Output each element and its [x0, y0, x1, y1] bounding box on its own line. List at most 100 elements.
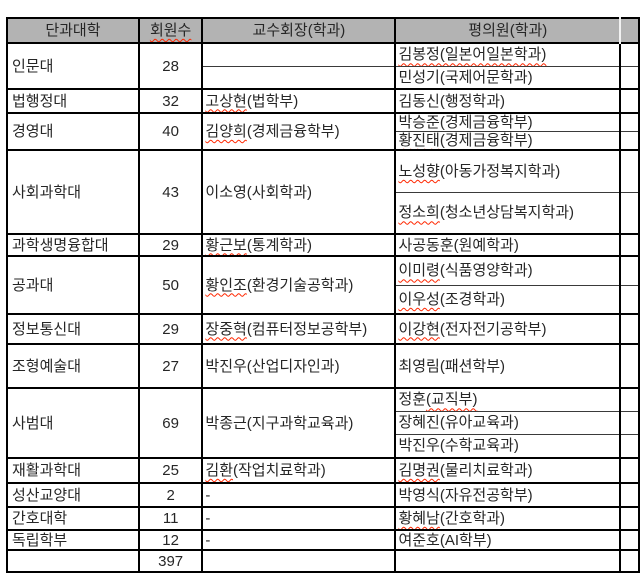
chair-cell: 박종근(지구과학교육과): [201, 388, 396, 458]
column-header-3: 교수회장(학과): [201, 18, 396, 43]
council-member-cell: 황혜남(간호학과): [394, 507, 621, 530]
council-member-cell: 박영식(자유전공학부): [394, 483, 621, 507]
text-segment: (간호학과): [439, 510, 506, 527]
members-count-cell: 43: [137, 150, 203, 234]
college-cell: 재활과학대: [6, 458, 139, 483]
members-count-cell: 29: [137, 314, 203, 344]
council-member-cell: 황진태(경제금융학부): [394, 131, 621, 150]
council-member-cell: 노성향(아동가정복지학과): [394, 150, 621, 192]
misspelling-underline: 김환: [205, 462, 234, 479]
members-count-cell: 29: [137, 234, 203, 256]
council-member-cell: 이우성(조경학과): [394, 285, 621, 314]
council-member-cell: 장혜진(유아교육과): [394, 411, 621, 434]
misspelling-underline: 노성향: [398, 162, 440, 180]
misspelling-underline: 회원수: [149, 22, 192, 39]
council-member-cell: 여준호(AI학부): [394, 530, 621, 550]
misspelling-underline: 정소희: [398, 204, 440, 222]
misspelling-underline: 황인조: [205, 276, 247, 294]
text-segment: (전자전기공학부): [439, 320, 547, 338]
column-header-4: 평의원(학과): [394, 18, 621, 43]
members-count-cell: 40: [137, 113, 203, 150]
clipped-right-cell: [619, 113, 639, 132]
column-header-1: 단과대학: [6, 18, 139, 43]
clipped-right-cell: [619, 131, 639, 150]
text-segment: (환경기술공학과): [246, 276, 354, 294]
members-count-cell: 12: [137, 530, 203, 550]
text-segment: (물리치료학과): [439, 462, 533, 479]
total-empty-council-cell: [394, 550, 621, 572]
table-row: 황진태(경제금융학부): [7, 131, 639, 150]
council-member-cell: 이미령(식품영양학과): [394, 256, 621, 285]
text-segment: (법학부): [246, 92, 299, 110]
clipped-right-cell: [619, 256, 639, 285]
members-count-cell: 32: [137, 89, 203, 113]
college-cell: 공과대: [6, 256, 139, 314]
table-row: 성산교양대 2- 박영식(자유전공학부): [6, 483, 639, 507]
clipped-right-cell: [619, 192, 639, 234]
clipped-right-cell: [619, 234, 639, 256]
misspelling-underline: (교직부): [426, 391, 478, 409]
chair-cell: 김환(작업치료학과): [201, 458, 396, 483]
table-row: 사회과학대 43 이소영(사회학과) 노성향(아동가정복지학과): [6, 150, 639, 234]
text-segment: (청소년상담복지학과): [439, 204, 575, 222]
council-member-cell: 김명권(물리치료학과): [394, 458, 621, 483]
total-empty-college-cell: [6, 550, 139, 572]
chair-cell: -: [201, 530, 396, 550]
chair-cell: -: [201, 483, 396, 507]
council-member-cell: 정소희(청소년상담복지학과): [394, 192, 621, 234]
members-count-cell: 25: [137, 458, 203, 483]
column-header-5: [619, 18, 639, 43]
misspelling-underline: 황근보: [205, 236, 247, 254]
misspelling-underline: 이우성: [398, 290, 440, 308]
chair-cell: 장중혁(컴퓨터정보공학부): [201, 314, 396, 344]
clipped-right-cell: [619, 411, 639, 434]
college-cell: 간호대학: [6, 507, 139, 530]
total-empty-chair-cell: [201, 550, 396, 572]
text-segment: (작업치료학과): [233, 462, 326, 479]
column-header-2: 회원수: [137, 18, 203, 43]
clipped-right-cell: [619, 150, 639, 192]
college-cell: 법행정대: [6, 89, 139, 113]
total-row: 397: [6, 550, 639, 572]
council-member-cell: 이강현(전자전기공학부): [394, 314, 621, 344]
table-header: 단과대학 회원수 교수회장(학과) 평의원(학과): [6, 18, 639, 43]
chair-cell: 박진우(산업디자인과): [201, 344, 396, 388]
members-count-cell: 69: [137, 388, 203, 458]
table-row: 재활과학대 25 김환(작업치료학과) 김명권(물리치료학과): [6, 458, 639, 483]
clipped-right-cell: [619, 285, 639, 314]
members-count-cell: 2: [137, 483, 203, 507]
council-member-cell: 박진우(수학교육과): [394, 434, 621, 458]
members-count-cell: 50: [137, 256, 203, 314]
college-cell: 성산교양대: [6, 483, 139, 507]
misspelling-underline: 김양희: [205, 123, 247, 140]
members-count-cell: 28: [137, 43, 203, 89]
table-row: 장혜진(유아교육과): [7, 411, 639, 434]
table-row: 정소희(청소년상담복지학과): [7, 192, 639, 234]
council-member-cell: 김봉정(일본어일본학과): [394, 43, 621, 66]
table-row: 법행정대 32 고상현(법학부) 김동신(행정학과): [6, 89, 639, 113]
college-cell: 인문대: [6, 43, 139, 89]
chair-cell: 황근보(통계학과): [201, 234, 396, 256]
council-member-cell: 박승준(경제금융학부): [394, 113, 621, 132]
misspelling-underline: 이미령: [398, 262, 440, 280]
clipped-right-cell: [619, 314, 639, 344]
clipped-right-cell: [619, 89, 639, 113]
text-segment: (조경학과): [439, 290, 506, 308]
table-row: 민성기(국제어문학과): [7, 66, 639, 89]
college-cell: 경영대: [6, 113, 139, 150]
council-member-cell: 최영림(패션학부): [394, 344, 621, 388]
college-cell: 과학생명융합대: [6, 234, 139, 256]
text-segment: (아동가정복지학과): [439, 162, 561, 180]
clipped-right-cell: [619, 434, 639, 458]
misspelling-underline: 장중혁: [205, 320, 247, 338]
clipped-right-cell: [619, 43, 639, 66]
council-member-cell: 사공동훈(원예학과): [394, 234, 621, 256]
chair-cell: 황인조(환경기술공학과): [201, 256, 396, 314]
clipped-right-cell: [619, 388, 639, 411]
total-members-cell: 397: [137, 550, 203, 572]
chair-cell: [201, 66, 396, 89]
header-row: 단과대학 회원수 교수회장(학과) 평의원(학과): [6, 18, 639, 43]
college-cell: 사범대: [6, 388, 139, 458]
table-row: 과학생명융합대 29 황근보(통계학과) 사공동훈(원예학과): [6, 234, 639, 256]
